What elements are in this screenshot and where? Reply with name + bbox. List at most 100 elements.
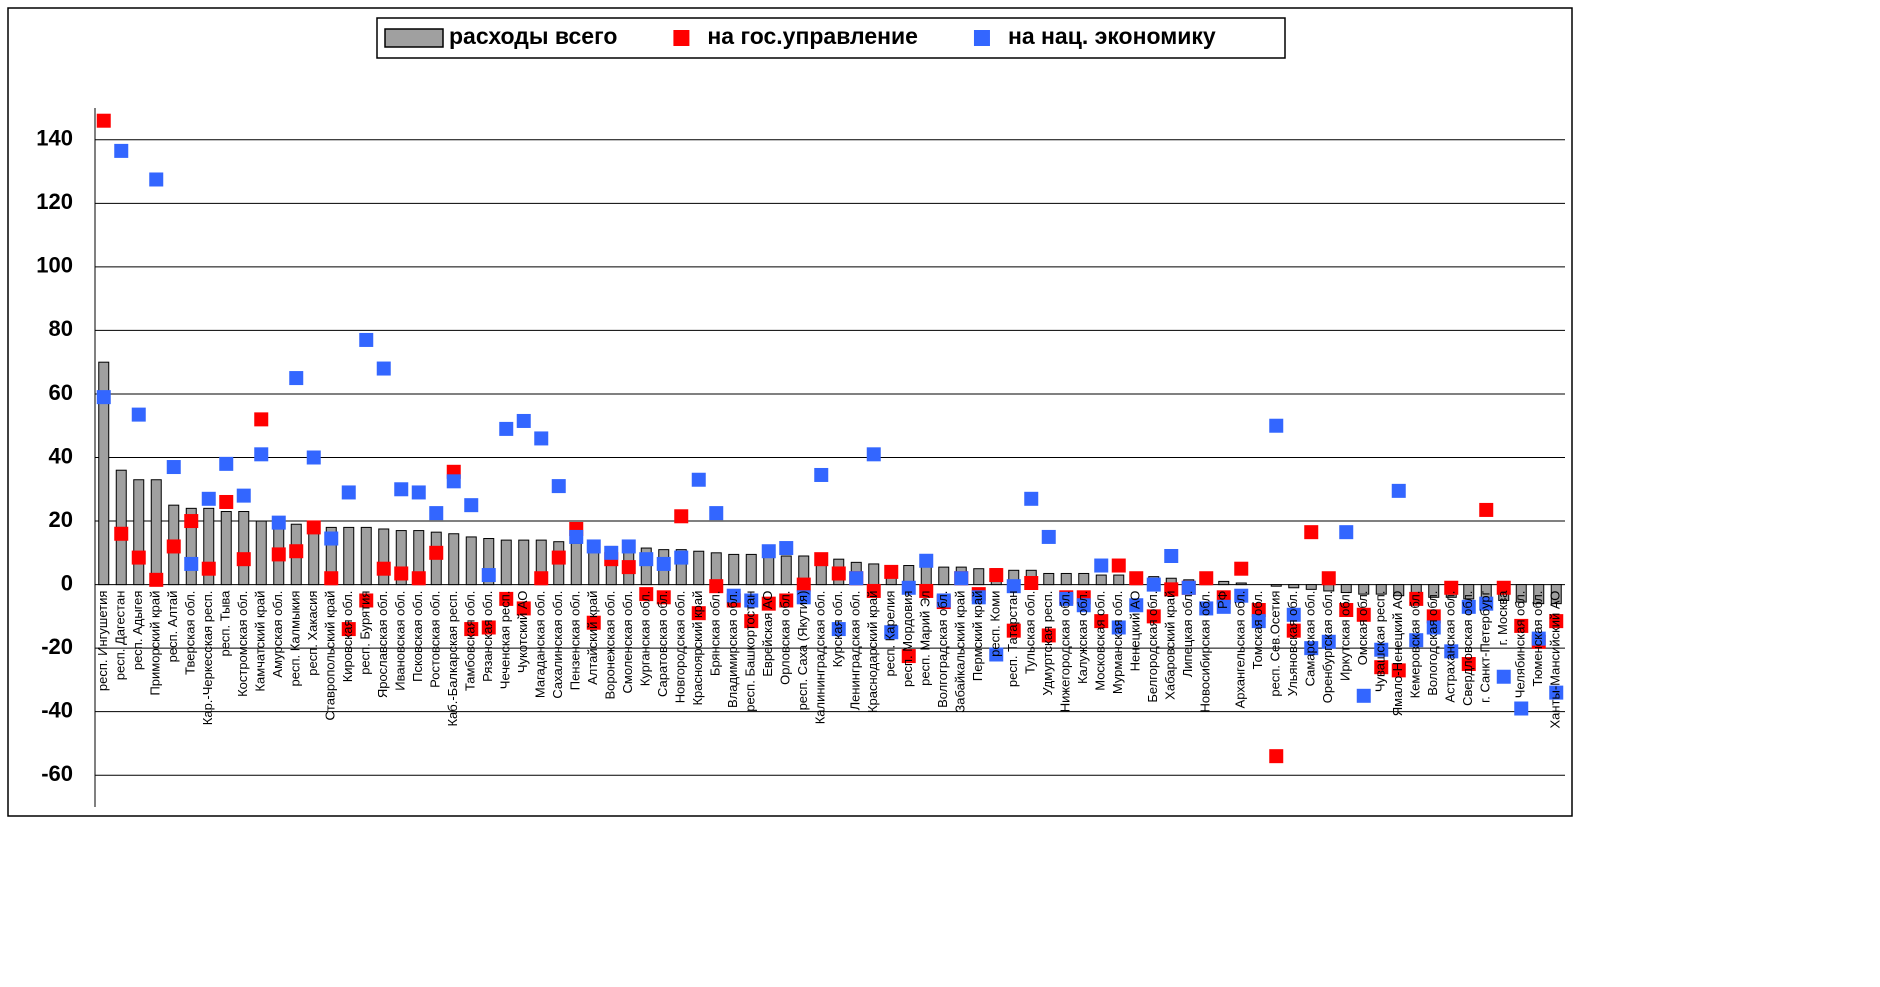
x-tick-label: Каб.-Балкарская респ. bbox=[445, 591, 460, 727]
x-tick-label: Кировская обл. bbox=[340, 591, 355, 683]
x-tick-label: Московская обл. bbox=[1093, 591, 1108, 691]
x-tick-label: Мурманская обл. bbox=[1110, 591, 1125, 695]
marker bbox=[429, 545, 444, 560]
bar bbox=[1270, 584, 1282, 587]
marker bbox=[1531, 631, 1546, 646]
marker bbox=[761, 596, 776, 611]
marker bbox=[954, 571, 969, 586]
marker bbox=[1479, 502, 1494, 517]
marker bbox=[411, 571, 426, 586]
marker bbox=[1251, 614, 1266, 629]
x-tick-label: Ярославская обл. bbox=[375, 591, 390, 699]
x-tick-label: Курская обл. bbox=[830, 591, 845, 668]
marker bbox=[271, 547, 286, 562]
bar bbox=[448, 533, 460, 586]
marker bbox=[1409, 591, 1424, 606]
marker bbox=[551, 479, 566, 494]
legend-swatch bbox=[973, 30, 990, 46]
marker bbox=[359, 593, 374, 608]
marker bbox=[1006, 623, 1021, 638]
x-tick-label: Кемеровская обл. bbox=[1408, 591, 1423, 699]
x-tick-label: респ. Марий Эл bbox=[918, 591, 933, 686]
marker bbox=[166, 539, 181, 554]
marker bbox=[709, 506, 724, 521]
x-tick-label: Удмуртская респ. bbox=[1040, 591, 1055, 696]
marker bbox=[779, 593, 794, 608]
x-tick-label: Вологодская обл. bbox=[1425, 591, 1440, 696]
x-tick-label: РФ bbox=[1215, 590, 1230, 609]
marker bbox=[114, 143, 129, 158]
marker bbox=[131, 407, 146, 422]
marker bbox=[1269, 749, 1284, 764]
marker bbox=[1426, 620, 1441, 635]
bar bbox=[640, 547, 652, 586]
x-tick-label: респ. Хакасия bbox=[305, 591, 320, 676]
x-tick-label: Забайкальский край bbox=[953, 591, 968, 713]
marker bbox=[1286, 607, 1301, 622]
y-tick-label: 0 bbox=[61, 570, 73, 595]
marker bbox=[1461, 657, 1476, 672]
marker bbox=[534, 431, 549, 446]
x-tick-label: Брянская обл. bbox=[708, 591, 723, 676]
x-tick-label: Псковская обл. bbox=[410, 591, 425, 682]
marker bbox=[499, 421, 514, 436]
marker bbox=[796, 577, 811, 592]
bar bbox=[343, 526, 355, 586]
bar bbox=[1340, 584, 1352, 594]
marker bbox=[884, 564, 899, 579]
marker bbox=[516, 601, 531, 616]
marker bbox=[796, 590, 811, 605]
marker bbox=[1391, 483, 1406, 498]
bar bbox=[868, 563, 880, 586]
x-tick-label: Чукотский АО bbox=[515, 591, 530, 674]
x-tick-label: Пензенская обл. bbox=[568, 591, 583, 691]
marker bbox=[184, 514, 199, 529]
y-tick-label: 120 bbox=[36, 189, 73, 214]
x-tick-label: респ. Калмыкия bbox=[288, 591, 303, 687]
marker bbox=[236, 552, 251, 567]
marker bbox=[1444, 644, 1459, 659]
marker bbox=[586, 539, 601, 554]
bar bbox=[1305, 584, 1317, 590]
marker bbox=[376, 561, 391, 576]
bar bbox=[1043, 572, 1055, 586]
marker bbox=[306, 450, 321, 465]
legend-swatch bbox=[384, 28, 444, 48]
marker bbox=[1234, 561, 1249, 576]
bar bbox=[938, 566, 950, 586]
x-tick-label: Липецкая обл. bbox=[1180, 591, 1195, 678]
legend-swatch bbox=[673, 30, 690, 46]
x-tick-label: Орловская обл. bbox=[778, 591, 793, 685]
x-tick-label: Белгородская обл. bbox=[1145, 591, 1160, 703]
marker bbox=[114, 526, 129, 541]
x-tick-label: Ульяновская обл. bbox=[1285, 591, 1300, 697]
marker bbox=[674, 550, 689, 565]
y-tick-label: 140 bbox=[36, 126, 73, 151]
marker bbox=[1549, 614, 1564, 629]
marker bbox=[621, 539, 636, 554]
marker bbox=[201, 491, 216, 506]
bar bbox=[920, 565, 932, 586]
marker bbox=[1374, 642, 1389, 657]
marker bbox=[376, 361, 391, 376]
marker bbox=[1269, 418, 1284, 433]
marker bbox=[814, 467, 829, 482]
x-tick-label: Алтайский край bbox=[585, 591, 600, 685]
bar bbox=[745, 553, 757, 586]
x-tick-label: Иркутская обл. bbox=[1338, 591, 1353, 681]
y-tick-label: -60 bbox=[41, 761, 73, 786]
marker bbox=[516, 413, 531, 428]
bar bbox=[973, 568, 985, 586]
marker bbox=[586, 615, 601, 630]
marker bbox=[1514, 701, 1529, 716]
x-tick-label: респ. Башкортостан bbox=[743, 591, 758, 712]
y-tick-label: 60 bbox=[49, 380, 73, 405]
marker bbox=[1479, 596, 1494, 611]
marker bbox=[1549, 685, 1564, 700]
x-tick-label: респ. Мордовия bbox=[900, 591, 915, 687]
marker bbox=[936, 593, 951, 608]
marker bbox=[481, 620, 496, 635]
marker bbox=[1321, 571, 1336, 586]
marker bbox=[446, 474, 461, 489]
marker bbox=[569, 529, 584, 544]
